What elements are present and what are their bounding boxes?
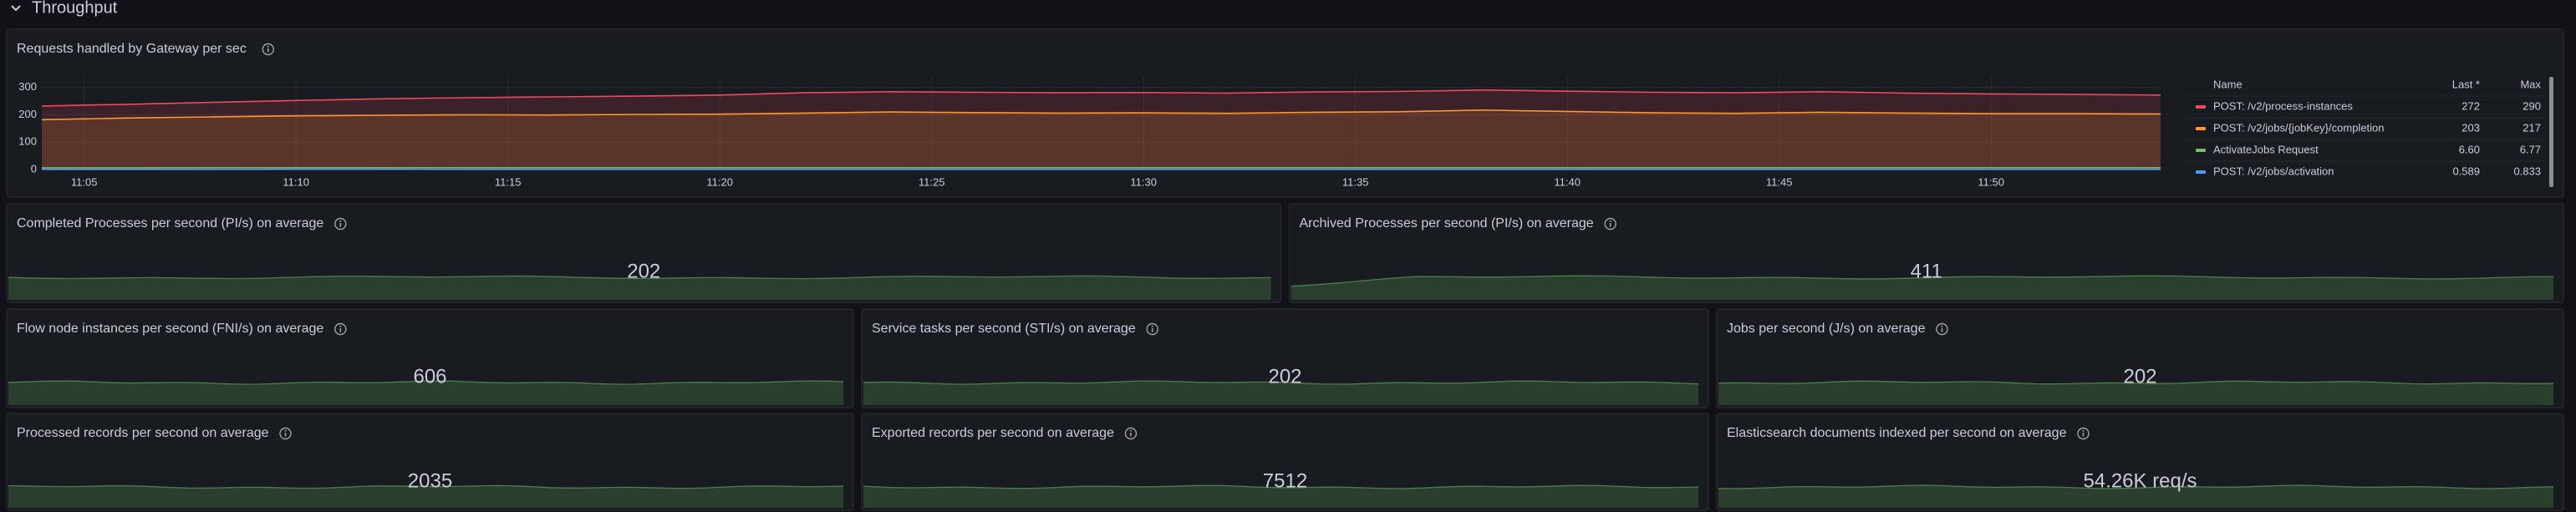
legend-swatch — [2196, 170, 2206, 174]
x-tick-label: 11:50 — [1978, 175, 2004, 188]
panel — [6, 308, 854, 408]
panel-title: Archived Processes per second (PI/s) on … — [1300, 216, 1594, 231]
collapse-chevron[interactable] — [11, 5, 21, 12]
y-tick-label: 200 — [18, 108, 37, 120]
x-tick-label: 11:15 — [495, 175, 522, 188]
info-icon[interactable] — [1936, 322, 1948, 336]
panel-title: Requests handled by Gateway per sec — [17, 42, 247, 56]
info-icon-dot — [1941, 325, 1943, 327]
legend-name[interactable]: POST: /v2/jobs/{jobKey}/completion — [2213, 121, 2385, 134]
panel-title: Processed records per second on average — [17, 426, 269, 440]
info-icon[interactable] — [262, 43, 275, 56]
panel-title: Completed Processes per second (PI/s) on… — [17, 216, 323, 231]
series-line — [41, 89, 2161, 107]
legend-stat: 290 — [2523, 99, 2541, 112]
legend-header: Name — [2213, 78, 2243, 90]
x-tick-label: 11:20 — [706, 175, 733, 188]
stat-value: 202 — [627, 260, 660, 282]
legend-stat: 0.833 — [2513, 165, 2541, 177]
info-icon[interactable] — [1124, 427, 1138, 440]
sparkline-area — [8, 276, 1271, 300]
legend-name[interactable]: POST: /v2/jobs/activation — [2213, 165, 2334, 177]
series-area — [42, 89, 2161, 170]
sparkline-area — [1718, 485, 2553, 508]
row-title[interactable]: Throughput — [32, 0, 118, 17]
x-tick-label: 11:25 — [919, 175, 945, 188]
y-tick-label: 300 — [18, 80, 37, 93]
info-icon-dot — [1609, 220, 1611, 222]
sparkline-area — [863, 485, 1698, 508]
legend-stat: 272 — [2461, 99, 2480, 112]
stat-value: 411 — [1911, 260, 1942, 282]
info-icon-dot — [1151, 325, 1153, 327]
info-icon[interactable] — [1604, 217, 1616, 231]
legend-scrollbar — [2549, 77, 2553, 187]
panel — [1716, 308, 2564, 408]
info-icon[interactable] — [334, 217, 347, 231]
sparkline — [1718, 484, 2554, 489]
panel-title: Jobs per second (J/s) on average — [1727, 322, 1926, 336]
legend-stat: 217 — [2523, 121, 2541, 134]
info-icon-dot — [339, 325, 342, 327]
legend-stat: 203 — [2461, 121, 2480, 134]
sparkline — [1718, 380, 2554, 385]
legend-swatch — [2196, 105, 2206, 109]
legend-header[interactable]: Last * — [2452, 78, 2480, 90]
x-tick-label: 11:05 — [71, 175, 98, 188]
sparkline — [8, 275, 1271, 280]
info-icon-dot — [284, 429, 287, 432]
sparkline — [8, 380, 844, 385]
legend-name[interactable]: POST: /v2/process-instances — [2213, 99, 2353, 112]
legend-swatch — [2196, 127, 2206, 130]
sparkline-area — [8, 485, 843, 508]
legend-swatch — [2196, 149, 2206, 152]
sparkline — [863, 484, 1699, 489]
panel-title: Flow node instances per second (FNI/s) o… — [17, 322, 323, 336]
series-area — [42, 109, 2161, 170]
x-tick-label: 11:30 — [1130, 175, 1157, 188]
info-icon[interactable] — [1146, 322, 1158, 336]
info-icon[interactable] — [279, 427, 292, 440]
x-tick-label: 11:40 — [1554, 175, 1581, 188]
panel-title: Exported records per second on average — [872, 426, 1114, 440]
stat-value: 202 — [2123, 365, 2156, 388]
panel — [6, 413, 854, 511]
stat-value: 202 — [1268, 365, 1301, 388]
panel — [6, 203, 1282, 303]
x-tick-label: 11:45 — [1766, 175, 1793, 188]
sparkline-area — [1718, 381, 2553, 405]
stat-value: 54.26K req/s — [2083, 469, 2197, 492]
legend-stat: 6.60 — [2459, 143, 2480, 155]
info-icon[interactable] — [2077, 427, 2090, 440]
sparkline — [1291, 275, 2554, 287]
panel-title: Elasticsearch documents indexed per seco… — [1727, 426, 2067, 440]
x-tick-label: 11:35 — [1342, 175, 1369, 188]
x-tick-label: 11:10 — [283, 175, 309, 188]
stat-value: 7512 — [1263, 469, 1307, 492]
series-line — [41, 109, 2161, 121]
info-icon-dot — [2082, 429, 2085, 432]
sparkline-area — [863, 381, 1698, 405]
sparkline-area — [8, 381, 843, 405]
info-icon[interactable] — [334, 322, 347, 336]
legend-name[interactable]: ActivateJobs Request — [2213, 143, 2319, 155]
panel-title: Service tasks per second (STI/s) on aver… — [872, 322, 1136, 336]
legend-stat: 6.77 — [2520, 143, 2541, 155]
legend-stat: 0.589 — [2452, 165, 2480, 177]
sparkline — [863, 380, 1699, 385]
info-icon-dot — [267, 45, 269, 48]
sparkline — [8, 484, 844, 489]
info-icon-dot — [339, 220, 342, 222]
stat-value: 2035 — [408, 469, 452, 492]
sparkline-area — [1291, 276, 2553, 300]
y-tick-label: 100 — [18, 135, 37, 148]
y-tick-label: 0 — [31, 162, 37, 175]
legend-header[interactable]: Max — [2520, 78, 2541, 90]
stat-value: 606 — [413, 365, 446, 388]
panel — [1716, 413, 2564, 511]
info-icon-dot — [1129, 429, 1132, 432]
